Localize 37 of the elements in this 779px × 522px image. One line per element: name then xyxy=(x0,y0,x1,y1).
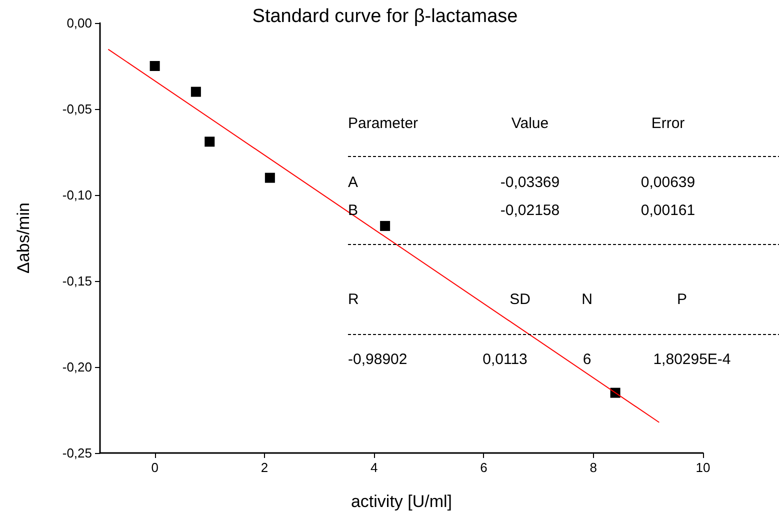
point xyxy=(150,61,160,71)
y-tick-label: -0,05 xyxy=(62,102,92,116)
chart-title: Standard curve for β-lactamase xyxy=(252,6,518,27)
annotation: -0,98902 xyxy=(348,351,408,369)
annotation: R xyxy=(348,291,359,309)
point xyxy=(380,220,390,231)
point xyxy=(190,86,201,97)
annotation: 0,00161 xyxy=(640,202,696,220)
x-tick-label: 6 xyxy=(480,460,488,475)
x-tick-label: 8 xyxy=(590,460,597,475)
annotation: -0,03369 xyxy=(500,174,560,192)
annotation: A xyxy=(348,174,358,192)
x-tick-label: 0 xyxy=(151,460,158,475)
annotation: P xyxy=(676,291,688,309)
annotation: 0,0113 xyxy=(482,351,528,369)
x-tick-label: 4 xyxy=(370,460,378,475)
annotation: 1,80295E-4 xyxy=(653,351,731,369)
y-tick-label: 0,00 xyxy=(66,16,92,30)
annotation: Value xyxy=(511,115,549,133)
y-tick-label: -0,10 xyxy=(62,188,92,202)
y-axis-title: Δabs/min xyxy=(14,202,33,274)
annotation: Parameter xyxy=(348,115,418,133)
annotation: 0,00639 xyxy=(640,174,696,192)
y-tick-label: -0,15 xyxy=(62,274,92,288)
x-tick-label: 10 xyxy=(696,460,710,475)
annotation: -0,02158 xyxy=(500,202,560,220)
x-tick-label: 2 xyxy=(260,460,268,475)
y-tick-label: -0,25 xyxy=(62,446,92,460)
y-tick-label: -0,20 xyxy=(62,360,92,374)
annotation: B xyxy=(348,202,358,220)
annotation: N xyxy=(582,291,592,309)
point xyxy=(204,136,215,147)
annotation: SD xyxy=(510,291,530,309)
annotation: Error xyxy=(651,115,685,133)
annotation: 6 xyxy=(582,351,592,369)
x-axis-title: activity [U/ml] xyxy=(350,492,452,511)
point xyxy=(264,172,275,183)
